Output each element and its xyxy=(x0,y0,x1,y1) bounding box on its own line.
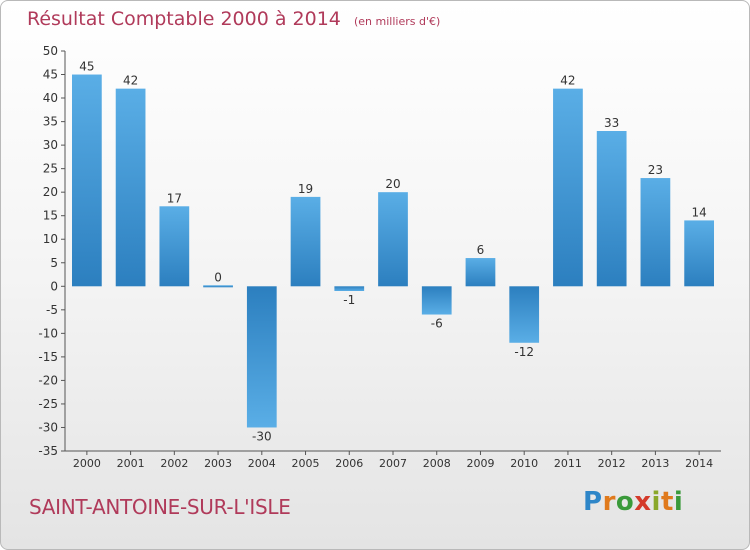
y-tick-label: 25 xyxy=(43,162,58,176)
x-tick-label: 2006 xyxy=(335,457,363,470)
y-tick-label: -10 xyxy=(38,326,58,340)
bar-2003 xyxy=(203,285,233,288)
bar-2002 xyxy=(159,206,190,287)
data-label: 6 xyxy=(477,243,485,257)
y-tick-label: 40 xyxy=(43,91,58,105)
bar-2007 xyxy=(378,192,408,287)
y-tick-label: -20 xyxy=(38,373,58,387)
data-label: -1 xyxy=(343,293,355,307)
x-tick-label: 2008 xyxy=(423,457,451,470)
x-tick-label: 2011 xyxy=(554,457,582,470)
bar-2011 xyxy=(553,88,583,287)
x-tick-label: 2002 xyxy=(160,457,188,470)
data-label: 45 xyxy=(79,60,94,74)
x-tick-label: 2001 xyxy=(117,457,145,470)
bar-2004 xyxy=(246,286,277,428)
data-label: 42 xyxy=(560,74,575,88)
x-tick-label: 2012 xyxy=(598,457,626,470)
bar-2014 xyxy=(684,220,715,287)
bars-group: 45 42 17 0 -30 19 -1 20 -6 6 -12 42 33 23 14 xyxy=(71,60,715,443)
data-label: 17 xyxy=(167,191,182,205)
bar-2001 xyxy=(115,88,146,287)
bar-2006 xyxy=(334,286,365,291)
data-label: 19 xyxy=(298,182,313,196)
data-label: 14 xyxy=(691,205,706,219)
bar-2008 xyxy=(421,286,452,315)
bar-2010 xyxy=(509,286,540,343)
y-tick-label: -25 xyxy=(38,397,58,411)
chart-title: Résultat Comptable 2000 à 2014 (en milli… xyxy=(27,8,440,30)
x-tick-label: 2009 xyxy=(466,457,494,470)
data-label: -6 xyxy=(431,317,443,331)
y-tick-label: -5 xyxy=(46,303,58,317)
y-tick-label: 20 xyxy=(43,185,58,199)
data-label: 23 xyxy=(648,163,663,177)
title-main: Résultat Comptable 2000 à 2014 xyxy=(27,8,341,30)
title-unit: (en milliers d'€) xyxy=(353,15,441,28)
x-tick-label: 2003 xyxy=(204,457,232,470)
x-tick-label: 2013 xyxy=(641,457,669,470)
bar-2005 xyxy=(290,196,321,287)
y-tick-label: 45 xyxy=(43,68,58,82)
y-tick-label: 0 xyxy=(50,279,58,293)
y-tick-label: 15 xyxy=(43,209,58,223)
y-tick-label: 30 xyxy=(43,138,58,152)
x-tick-label: 2005 xyxy=(292,457,320,470)
x-tick-label: 2014 xyxy=(685,457,713,470)
y-tick-label: 35 xyxy=(43,115,58,129)
y-tick-label: 10 xyxy=(43,232,58,246)
data-label: 33 xyxy=(604,116,619,130)
axes-group: 50454035302520151050-5-10-15-20-25-30-35… xyxy=(38,44,721,470)
x-tick-label: 2004 xyxy=(248,457,276,470)
proxiti-logo: Proxiti xyxy=(583,487,684,517)
bar-2009 xyxy=(465,258,496,287)
data-label: -30 xyxy=(252,429,272,443)
y-tick-label: -35 xyxy=(38,444,58,458)
x-tick-label: 2000 xyxy=(73,457,101,470)
y-tick-label: 50 xyxy=(43,44,58,58)
y-tick-label: -15 xyxy=(38,350,58,364)
bar-2012 xyxy=(596,131,627,287)
y-tick-label: 5 xyxy=(50,256,58,270)
x-tick-label: 2007 xyxy=(379,457,407,470)
bar-2013 xyxy=(640,178,671,287)
data-label: 42 xyxy=(123,74,138,88)
data-label: 0 xyxy=(214,270,222,284)
x-tick-label: 2010 xyxy=(510,457,538,470)
y-tick-label: -30 xyxy=(38,420,58,434)
data-label: 20 xyxy=(385,177,400,191)
commune-name: SAINT-ANTOINE-SUR-L'ISLE xyxy=(29,495,291,519)
data-label: -12 xyxy=(514,345,534,359)
bar-2000 xyxy=(71,74,102,287)
